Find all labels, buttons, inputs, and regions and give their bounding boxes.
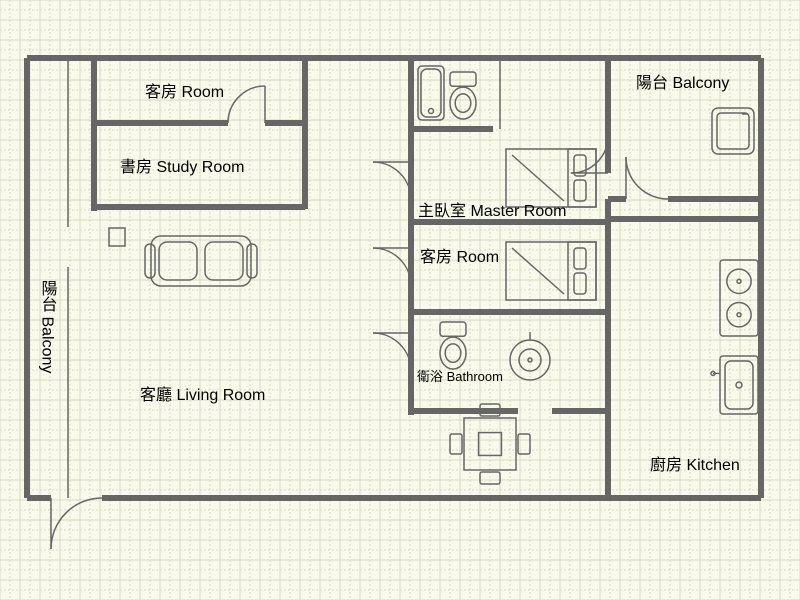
door-arc (51, 498, 102, 549)
toilet (440, 322, 466, 369)
room-label: 陽台 Balcony (39, 280, 57, 373)
door-arc (626, 157, 668, 199)
room-label: 陽台 Balcony (636, 74, 729, 92)
room-label: 衛浴 Bathroom (417, 369, 503, 384)
floorplan-canvas: 客房 Room 書房 Study Room 陽台 Balcony 客廳 Living … (0, 0, 800, 600)
stove (720, 260, 758, 336)
room-label: 客房 Room (145, 83, 224, 101)
kitchen-sink (711, 356, 758, 414)
door-arc (228, 86, 265, 123)
room-label: 客廳 Living Room (140, 385, 265, 404)
door-arc (373, 333, 411, 371)
washer (712, 108, 754, 154)
pillar (109, 228, 125, 246)
room-label: 書房 Study Room (120, 158, 245, 176)
room-label: 主臥室 Master Room (418, 202, 566, 220)
toilet (450, 72, 476, 119)
room-label: 客房 Room (420, 248, 499, 266)
door-arc (373, 162, 411, 200)
room-label: 廚房 Kitchen (650, 455, 740, 474)
